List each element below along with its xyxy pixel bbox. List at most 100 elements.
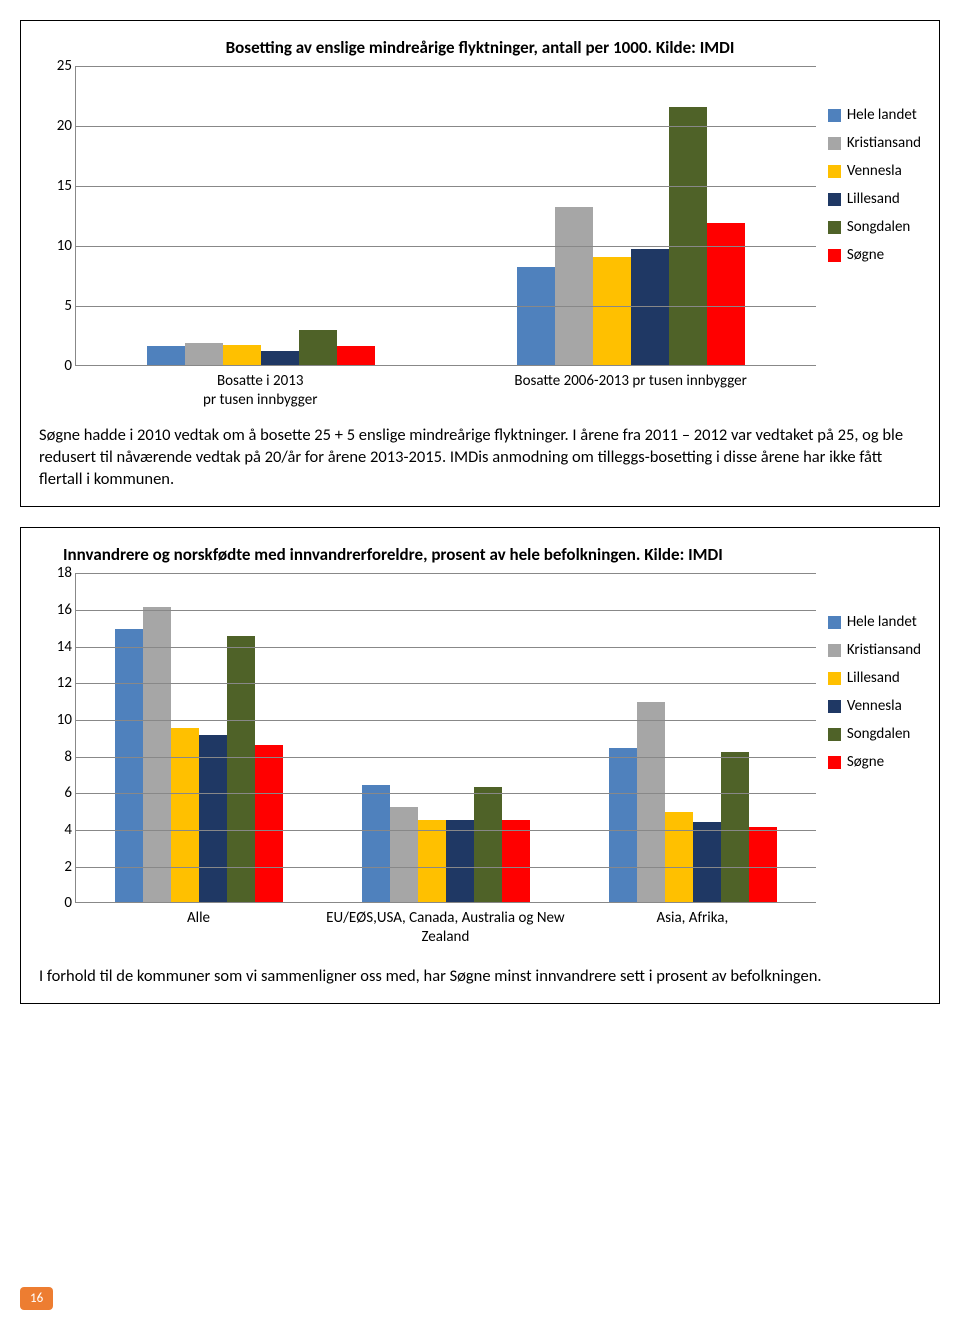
gridline	[76, 793, 816, 794]
legend-label: Songdalen	[847, 218, 910, 236]
legend-label: Søgne	[847, 246, 884, 264]
chart2-wrap: 024681012141618 AlleEU/EØS,USA, Canada, …	[39, 573, 921, 947]
chart2-plot-col: 024681012141618 AlleEU/EØS,USA, Canada, …	[75, 573, 816, 947]
bar	[143, 607, 171, 902]
ytick-label: 0	[44, 894, 72, 912]
bar	[185, 343, 223, 365]
bar-group	[76, 66, 446, 365]
bar	[749, 827, 777, 902]
chart1-legend: Hele landet Kristiansand Vennesla Lillesand…	[828, 66, 921, 274]
legend-swatch	[828, 756, 841, 769]
chart2-plot-area: 024681012141618	[75, 573, 816, 903]
chart1-description: Søgne hadde i 2010 vedtak om å bosette 2…	[39, 424, 921, 491]
chart1-xlabels: Bosatte i 2013pr tusen innbyggerBosatte …	[75, 372, 816, 410]
legend-item: Hele landet	[828, 106, 921, 124]
ytick-label: 18	[44, 564, 72, 582]
legend-item: Hele landet	[828, 613, 921, 631]
legend-item: Vennesla	[828, 162, 921, 180]
legend-label: Kristiansand	[847, 134, 921, 152]
chart2-bar-groups	[76, 573, 816, 902]
legend-swatch	[828, 109, 841, 122]
ytick-label: 15	[44, 177, 72, 195]
legend-label: Songdalen	[847, 725, 910, 743]
chart1-section: Bosetting av enslige mindreårige flyktni…	[20, 20, 940, 507]
gridline	[76, 126, 816, 127]
chart1-plot-area: 0510152025	[75, 66, 816, 366]
bar	[609, 748, 637, 902]
ytick-label: 5	[44, 297, 72, 315]
legend-item: Søgne	[828, 246, 921, 264]
gridline	[76, 306, 816, 307]
gridline	[76, 66, 816, 67]
gridline	[76, 246, 816, 247]
legend-item: Lillesand	[828, 190, 921, 208]
ytick-label: 4	[44, 821, 72, 839]
legend-item: Kristiansand	[828, 134, 921, 152]
legend-item: Lillesand	[828, 669, 921, 687]
gridline	[76, 573, 816, 574]
legend-swatch	[828, 644, 841, 657]
bar	[555, 207, 593, 365]
xlabel: Bosatte i 2013pr tusen innbygger	[75, 372, 445, 410]
bar	[362, 785, 390, 902]
page-number-badge: 16	[20, 1287, 53, 1310]
ytick-label: 6	[44, 784, 72, 802]
legend-label: Kristiansand	[847, 641, 921, 659]
bar	[227, 636, 255, 902]
ytick-label: 2	[44, 858, 72, 876]
xlabel: Bosatte 2006-2013 pr tusen innbygger	[445, 372, 815, 410]
bar	[261, 351, 299, 365]
bar	[474, 787, 502, 903]
gridline	[76, 683, 816, 684]
legend-swatch	[828, 221, 841, 234]
legend-item: Songdalen	[828, 218, 921, 236]
bar	[223, 345, 261, 365]
chart2-title: Innvandrere og norskfødte med innvandrer…	[39, 544, 921, 565]
chart2-section: Innvandrere og norskfødte med innvandrer…	[20, 527, 940, 1004]
legend-swatch	[828, 137, 841, 150]
bar	[707, 223, 745, 365]
bar	[721, 752, 749, 902]
legend-swatch	[828, 728, 841, 741]
bar	[637, 702, 665, 902]
legend-swatch	[828, 249, 841, 262]
bar-group	[76, 573, 323, 902]
bar	[665, 812, 693, 902]
note-text: I forhold til de kommuner som vi sammenl…	[39, 965, 921, 987]
bar	[255, 745, 283, 903]
bar	[593, 257, 631, 365]
bar	[299, 330, 337, 365]
ytick-label: 12	[44, 674, 72, 692]
gridline	[76, 720, 816, 721]
legend-label: Lillesand	[847, 669, 900, 687]
bar-group	[569, 573, 816, 902]
gridline	[76, 186, 816, 187]
ytick-label: 16	[44, 601, 72, 619]
chart1-title: Bosetting av enslige mindreårige flyktni…	[39, 37, 921, 58]
legend-label: Vennesla	[847, 162, 902, 180]
ytick-label: 14	[44, 638, 72, 656]
bar	[147, 346, 185, 365]
gridline	[76, 647, 816, 648]
bar	[115, 629, 143, 902]
chart1-plot-col: 0510152025 Bosatte i 2013pr tusen innbyg…	[75, 66, 816, 410]
bar	[390, 807, 418, 902]
xlabel: EU/EØS,USA, Canada, Australia og New Zea…	[322, 909, 569, 947]
chart1-wrap: 0510152025 Bosatte i 2013pr tusen innbyg…	[39, 66, 921, 410]
gridline	[76, 867, 816, 868]
chart2-xlabels: AlleEU/EØS,USA, Canada, Australia og New…	[75, 909, 816, 947]
ytick-label: 8	[44, 748, 72, 766]
legend-swatch	[828, 616, 841, 629]
legend-item: Søgne	[828, 753, 921, 771]
bar	[693, 822, 721, 903]
bar	[502, 820, 530, 903]
ytick-label: 10	[44, 711, 72, 729]
bar	[669, 107, 707, 365]
xlabel: Alle	[75, 909, 322, 947]
bar	[418, 820, 446, 903]
legend-swatch	[828, 193, 841, 206]
xlabel: Asia, Afrika,	[569, 909, 816, 947]
legend-label: Hele landet	[847, 613, 917, 631]
ytick-label: 25	[44, 57, 72, 75]
legend-swatch	[828, 700, 841, 713]
